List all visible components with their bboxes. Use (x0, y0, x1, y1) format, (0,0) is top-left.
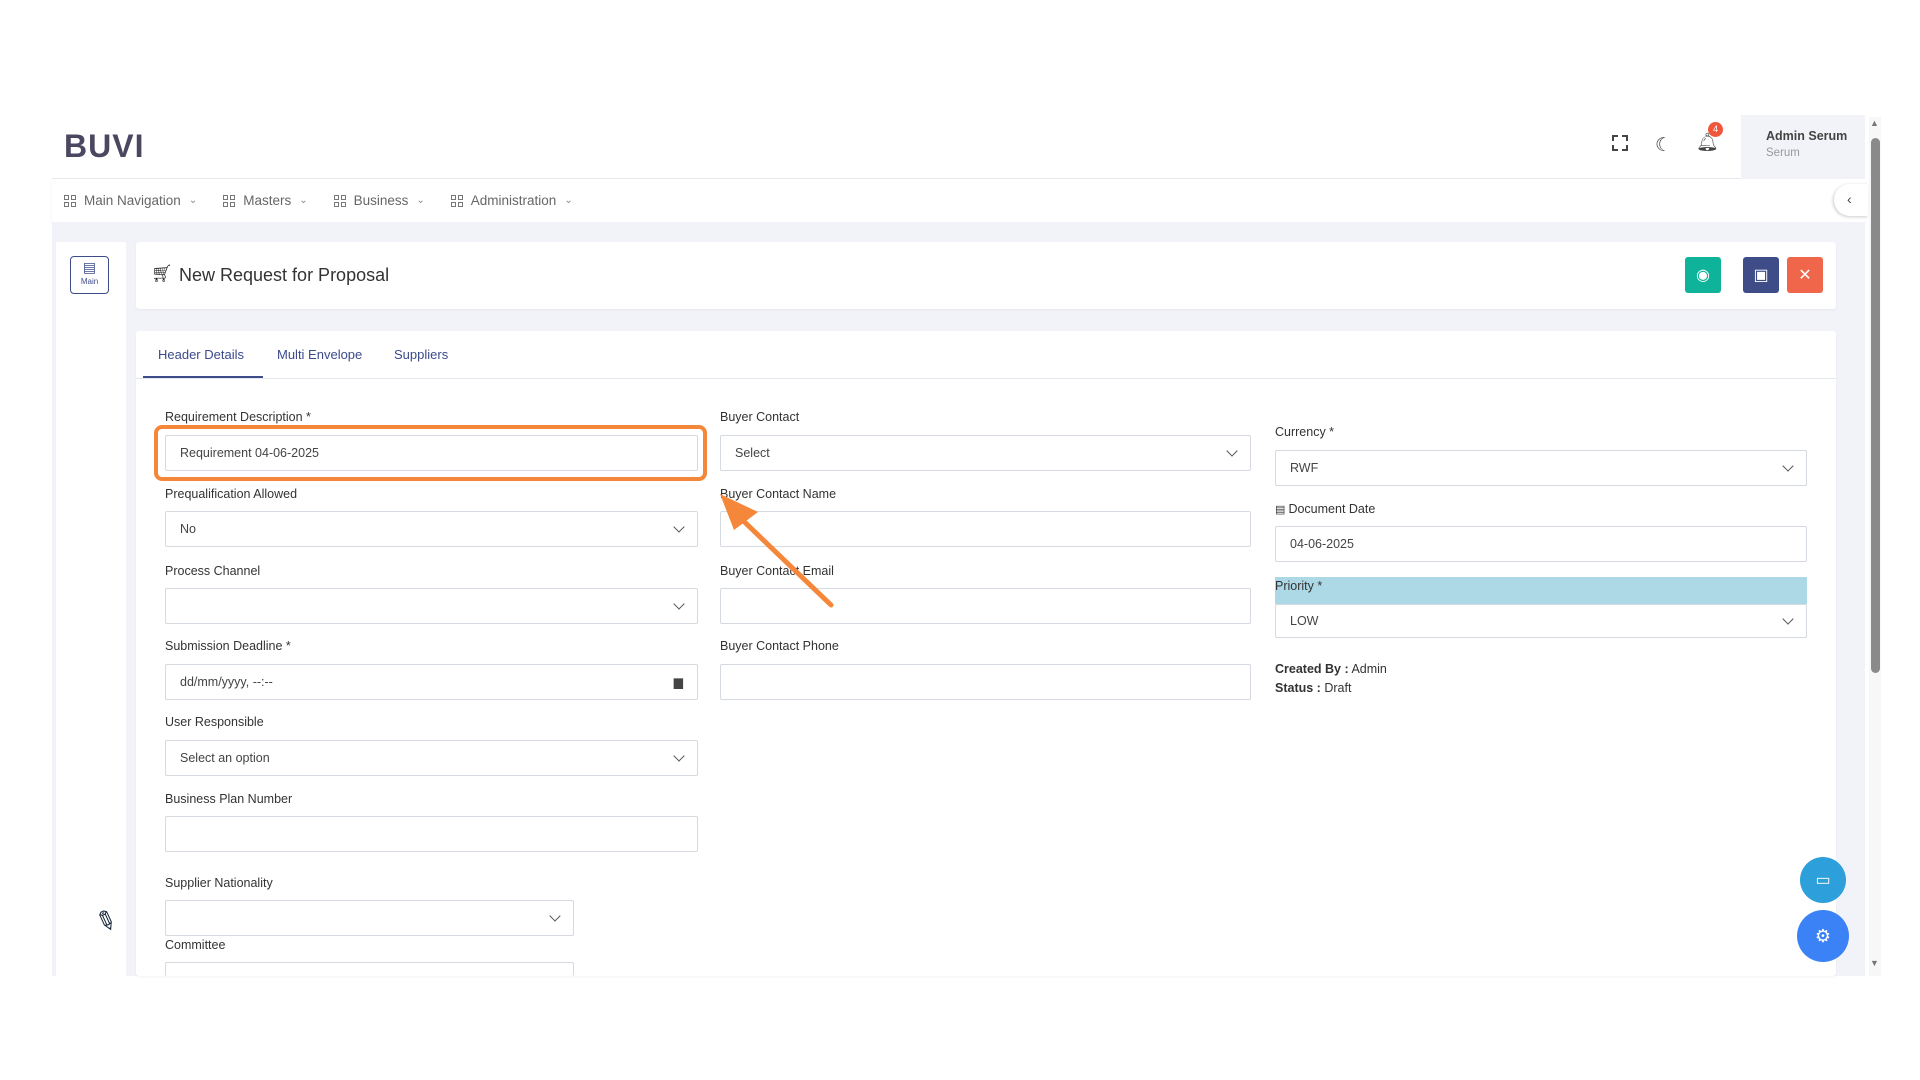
grid-icon (450, 194, 463, 207)
prequalification-label: Prequalification Allowed (165, 487, 298, 501)
created-by: Created By : Admin (1275, 662, 1387, 676)
tab-suppliers[interactable]: Suppliers (394, 347, 449, 362)
left-sidebar (56, 242, 126, 976)
nav-main-navigation[interactable]: Main Navigation ⌄ (64, 193, 197, 208)
main-tab-button[interactable]: ▤ Main (70, 256, 109, 294)
buyer-contact-phone-label: Buyer Contact Phone (720, 639, 839, 653)
buyer-contact-email-input[interactable] (720, 588, 1251, 624)
priority-select[interactable]: LOW (1275, 604, 1807, 638)
chevron-down-icon: ⌄ (299, 195, 308, 206)
top-bar (52, 115, 1865, 179)
chevron-down-icon: ⌄ (564, 195, 573, 206)
nav-masters[interactable]: Masters ⌄ (223, 193, 308, 208)
user-responsible-select[interactable]: Select an option (165, 740, 698, 776)
chat-button[interactable]: ▭ (1800, 857, 1846, 903)
requirement-description-label: Requirement Description * (165, 410, 311, 424)
chevron-down-icon: ⌄ (188, 195, 198, 206)
process-channel-select[interactable] (165, 588, 698, 624)
tab-multi-envelope[interactable]: Multi Envelope (277, 347, 363, 362)
document-date-input[interactable]: 04-06-2025 (1275, 526, 1807, 562)
tab-header-details[interactable]: Header Details (158, 347, 244, 362)
prequalification-select[interactable]: No (165, 511, 698, 547)
buyer-contact-email-label: Buyer Contact Email (720, 564, 834, 578)
grid-icon (333, 194, 346, 207)
robot-icon: ⚙ (1814, 925, 1832, 946)
page-title: New Request for Proposal (179, 265, 390, 285)
calendar-icon[interactable]: ▆ (673, 675, 683, 689)
tab-bar: Header Details Multi Envelope Suppliers (136, 331, 1836, 379)
chat-icon: ▭ (1815, 872, 1831, 889)
grid-icon (64, 194, 76, 207)
supplier-nationality-select[interactable] (165, 900, 574, 936)
business-plan-number-input[interactable] (165, 816, 698, 852)
committee-input[interactable] (165, 962, 574, 976)
buyer-contact-name-label: Buyer Contact Name (720, 487, 837, 501)
submission-deadline-input[interactable]: dd/mm/yyyy, --:-- ▆ (165, 664, 698, 700)
user-name: Admin Serum (1766, 129, 1848, 143)
buyer-contact-name-input[interactable] (720, 511, 1251, 547)
priority-label: Priority * (1275, 579, 1323, 593)
document-icon: ▤ (82, 259, 97, 275)
currency-select[interactable]: RWF (1275, 450, 1807, 486)
status: Status : Draft (1275, 681, 1352, 695)
scrollbar-thumb[interactable] (1871, 138, 1880, 673)
committee-label: Committee (165, 938, 226, 952)
eye-icon: ◉ (1696, 267, 1710, 284)
business-plan-number-label: Business Plan Number (165, 792, 293, 806)
supplier-nationality-label: Supplier Nationality (165, 876, 273, 890)
scroll-up-icon[interactable]: ▲ (1870, 118, 1879, 128)
highlight-box (154, 425, 707, 481)
notification-bell-icon[interactable]: 🔔︎ (1696, 132, 1719, 152)
priority-highlight (1275, 577, 1807, 604)
calendar-icon: ▤ (1275, 504, 1289, 516)
preview-button[interactable]: ◉ (1685, 257, 1721, 293)
close-icon: ✕ (1798, 267, 1812, 284)
chevron-down-icon: ⌄ (416, 195, 425, 206)
user-responsible-label: User Responsible (165, 715, 264, 729)
grid-icon (223, 194, 236, 207)
buyer-contact-select[interactable]: Select (720, 435, 1251, 471)
currency-label: Currency * (1275, 425, 1335, 439)
collapse-sidebar-button[interactable]: ‹ (1834, 184, 1868, 216)
main-nav: Main Navigation ⌄ Masters ⌄ Business ⌄ Admi… (52, 179, 1865, 222)
nav-administration[interactable]: Administration ⌄ (450, 193, 573, 208)
title-card (136, 242, 1836, 309)
notification-badge: 4 (1708, 122, 1723, 137)
cart-icon: 🛒︎ (151, 264, 173, 283)
save-button[interactable]: ▣ (1743, 257, 1779, 293)
requirement-description-input[interactable]: Requirement 04-06-2025 (165, 435, 698, 471)
buyer-contact-label: Buyer Contact (720, 410, 800, 424)
user-panel[interactable]: Admin Serum Serum (1741, 115, 1865, 179)
document-date-label: ▤ Document Date (1275, 502, 1376, 516)
close-button[interactable]: ✕ (1787, 257, 1823, 293)
buyer-contact-phone-input[interactable] (720, 664, 1251, 700)
process-channel-label: Process Channel (165, 564, 261, 578)
submission-deadline-label: Submission Deadline * (165, 639, 291, 653)
bot-button[interactable]: ⚙ (1797, 910, 1849, 962)
logo: BUVI (64, 128, 145, 164)
fullscreen-icon[interactable] (1612, 135, 1628, 151)
active-tab-indicator (143, 376, 263, 378)
nav-business[interactable]: Business ⌄ (333, 193, 425, 208)
scroll-down-icon[interactable]: ▼ (1870, 958, 1879, 968)
save-icon: ▣ (1753, 267, 1769, 284)
user-role: Serum (1766, 147, 1800, 159)
dark-mode-icon[interactable]: ☾ (1655, 135, 1673, 156)
annotation-arrow (720, 494, 834, 608)
